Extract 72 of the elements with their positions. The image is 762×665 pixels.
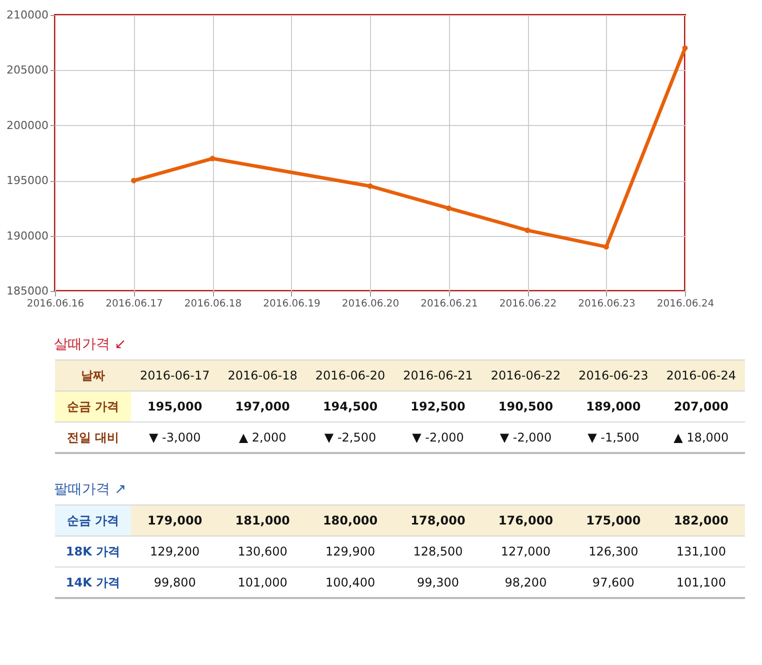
point <box>682 45 688 51</box>
text: 97,600 <box>592 576 634 590</box>
text: 129,900 <box>325 544 376 558</box>
category-label: 순금 가격 <box>66 514 120 528</box>
x-tick-label: 2016.06.23 <box>578 298 636 310</box>
text: 195,000 <box>148 400 202 414</box>
text: ▼ -2,500 <box>324 430 376 444</box>
category-label: 전일 대비 <box>66 430 120 444</box>
text: 181,000 <box>235 514 290 528</box>
text: ▼ -1,500 <box>588 430 640 444</box>
category-label: 2016-06-21 <box>403 368 473 382</box>
category-label: 18K 가격 <box>66 544 120 558</box>
text: 131,100 <box>676 544 726 558</box>
point <box>524 228 530 234</box>
y-tick-label: 195000 <box>6 174 48 188</box>
category-label: 2016-06-24 <box>666 368 736 382</box>
text: 207,000 <box>674 400 728 414</box>
text: 101,100 <box>676 576 726 590</box>
text: 99,300 <box>417 576 459 590</box>
category-label: 14K 가격 <box>66 576 120 590</box>
y-tick-label: 185000 <box>6 284 48 298</box>
text: 189,000 <box>586 400 641 414</box>
text: 98,200 <box>504 576 547 590</box>
text: 129,200 <box>150 544 200 558</box>
text: 179,000 <box>148 514 202 528</box>
text: 99,800 <box>154 576 196 590</box>
text: 190,500 <box>498 400 554 414</box>
category-label: 2016-06-18 <box>228 368 298 382</box>
category-label: 2016-06-17 <box>140 368 210 382</box>
text: 176,000 <box>498 514 554 528</box>
point <box>604 244 609 250</box>
text: 192,500 <box>410 400 466 414</box>
y-tick-label: 210000 <box>6 8 48 22</box>
text: ▲ 18,000 <box>674 430 729 444</box>
x-tick-label: 2016.06.16 <box>26 298 84 310</box>
text: ▲ 2,000 <box>238 430 286 444</box>
text: 175,000 <box>586 514 641 528</box>
category-label: 2016-06-20 <box>315 368 386 382</box>
category-label: 순금 가격 <box>66 400 120 414</box>
y-tick-label: 205000 <box>6 64 48 77</box>
text: 127,000 <box>500 544 551 558</box>
point <box>446 205 452 211</box>
text: 194,500 <box>322 400 378 414</box>
x-tick-label: 2016.06.20 <box>342 298 400 310</box>
x-tick-label: 2016.06.21 <box>420 298 478 310</box>
x-tick-label: 2016.06.17 <box>106 298 163 310</box>
text: ▼ -3,000 <box>148 430 201 444</box>
text: 182,000 <box>674 514 728 528</box>
x-tick-label: 2016.06.18 <box>184 298 242 310</box>
point <box>210 156 216 162</box>
category-label: 2016-06-23 <box>578 368 648 382</box>
text: 100,400 <box>325 576 376 590</box>
text: 197,000 <box>235 400 290 414</box>
text: 128,500 <box>413 544 463 558</box>
x-tick-label: 2016.06.22 <box>499 298 557 310</box>
point <box>367 183 373 189</box>
y-tick-label: 190000 <box>6 229 48 242</box>
text: 180,000 <box>322 514 378 528</box>
text: 팔때가격 ↗ <box>54 482 126 498</box>
text: 살때가격 ↙ <box>54 336 126 352</box>
category-label: 2016-06-22 <box>490 368 561 382</box>
text: ▼ -2,000 <box>412 430 464 444</box>
point <box>131 178 136 184</box>
text: ▼ -2,000 <box>500 430 552 444</box>
text: 101,000 <box>238 576 288 590</box>
text: 날짜 <box>81 368 105 382</box>
x-tick-label: 2016.06.24 <box>656 298 714 310</box>
text: 130,600 <box>238 544 288 558</box>
text: 178,000 <box>410 514 466 528</box>
x-tick-label: 2016.06.19 <box>263 298 320 310</box>
text: 126,300 <box>588 544 638 558</box>
y-tick-label: 200000 <box>6 118 48 132</box>
